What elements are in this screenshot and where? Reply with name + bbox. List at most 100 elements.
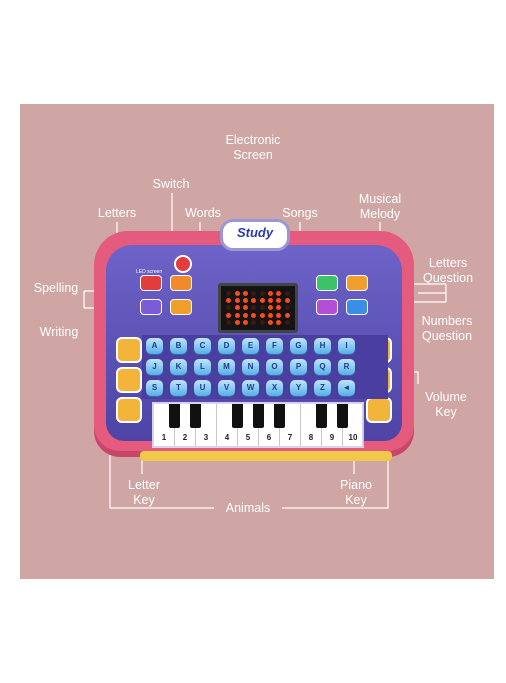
- led-dot: [226, 305, 232, 311]
- label-piano-key: Piano Key: [340, 478, 372, 507]
- label-letters: Letters: [97, 206, 137, 220]
- piano-keyboard: 1 2 3 4 5 6 7 8 9 10: [152, 402, 364, 448]
- led-screen: [218, 283, 298, 333]
- letter-key-d[interactable]: D: [218, 338, 235, 354]
- led-dot: [268, 298, 274, 304]
- led-dot: [226, 290, 232, 296]
- letter-key-l[interactable]: L: [194, 359, 211, 375]
- letter-key-t[interactable]: T: [170, 380, 187, 396]
- led-dot: [242, 298, 248, 304]
- led-dot: [259, 290, 265, 296]
- led-dot: [234, 305, 240, 311]
- brand-logo: Study: [220, 219, 290, 251]
- letter-key-s[interactable]: S: [146, 380, 163, 396]
- letter-key-x[interactable]: X: [266, 380, 283, 396]
- led-dot: [259, 298, 265, 304]
- letter-key-g[interactable]: G: [290, 338, 307, 354]
- led-dot: [226, 320, 232, 326]
- letter-key-c[interactable]: C: [194, 338, 211, 354]
- led-caption: LED screen: [136, 269, 163, 275]
- led-dot: [268, 305, 274, 311]
- label-musical-melody: Musical Melody: [358, 192, 402, 221]
- letters-question-button[interactable]: [316, 299, 338, 315]
- spelling-button[interactable]: [140, 299, 162, 315]
- piano-key-7[interactable]: 7: [280, 404, 301, 446]
- led-dot: [268, 312, 274, 318]
- piano-key-number: 3: [203, 433, 209, 442]
- words-button[interactable]: [170, 275, 192, 291]
- toy-tablet: LED screen A B C D E F G H I J K L M N O P Q R S T U V W X Y Z ◄ 1…: [94, 219, 414, 461]
- label-animals: Animals: [225, 501, 271, 515]
- piano-black-key[interactable]: [253, 404, 264, 428]
- led-dot: [251, 290, 257, 296]
- bottom-strip: [140, 451, 392, 461]
- led-dot: [242, 320, 248, 326]
- letter-key-u[interactable]: U: [194, 380, 211, 396]
- letter-key-v[interactable]: V: [218, 380, 235, 396]
- letter-key-q[interactable]: Q: [314, 359, 331, 375]
- letter-key-e[interactable]: E: [242, 338, 259, 354]
- letter-key-y[interactable]: Y: [290, 380, 307, 396]
- animal-button-6[interactable]: [366, 397, 392, 423]
- letters-button[interactable]: [140, 275, 162, 291]
- piano-key-number: 4: [224, 433, 230, 442]
- letter-key-o[interactable]: O: [266, 359, 283, 375]
- letter-keyboard: A B C D E F G H I J K L M N O P Q R S T U V W X Y Z ◄: [142, 335, 388, 399]
- led-dot: [251, 305, 257, 311]
- led-dot: [276, 305, 282, 311]
- piano-key-number: 2: [182, 433, 188, 442]
- letter-key-j[interactable]: J: [146, 359, 163, 375]
- letter-key-a[interactable]: A: [146, 338, 163, 354]
- piano-key-number: 1: [161, 433, 167, 442]
- musical-melody-button[interactable]: [346, 275, 368, 291]
- animal-button-2[interactable]: [116, 367, 142, 393]
- label-writing: Writing: [39, 325, 79, 339]
- led-dot: [276, 312, 282, 318]
- led-dot: [259, 312, 265, 318]
- letter-key-m[interactable]: M: [218, 359, 235, 375]
- letter-key-n[interactable]: N: [242, 359, 259, 375]
- piano-black-key[interactable]: [232, 404, 243, 428]
- animal-button-3[interactable]: [116, 397, 142, 423]
- label-spelling: Spelling: [33, 281, 79, 295]
- led-dot: [242, 290, 248, 296]
- piano-key-10[interactable]: 10: [343, 404, 364, 446]
- led-dot: [268, 320, 274, 326]
- led-dot: [226, 298, 232, 304]
- letter-key-k[interactable]: K: [170, 359, 187, 375]
- piano-key-number: 10: [348, 433, 358, 442]
- led-dot: [259, 320, 265, 326]
- letter-key-i[interactable]: I: [338, 338, 355, 354]
- numbers-question-button[interactable]: [346, 299, 368, 315]
- letter-key-w[interactable]: W: [242, 380, 259, 396]
- letter-key-f[interactable]: F: [266, 338, 283, 354]
- letter-key-z[interactable]: Z: [314, 380, 331, 396]
- animal-button-1[interactable]: [116, 337, 142, 363]
- piano-black-key[interactable]: [316, 404, 327, 428]
- toy-face: LED screen A B C D E F G H I J K L M N O P Q R S T U V W X Y Z ◄ 1…: [106, 245, 402, 461]
- songs-button[interactable]: [316, 275, 338, 291]
- piano-black-key[interactable]: [169, 404, 180, 428]
- piano-black-key[interactable]: [337, 404, 348, 428]
- led-dot: [226, 312, 232, 318]
- led-dot: [284, 305, 290, 311]
- power-switch-icon[interactable]: [174, 255, 192, 273]
- piano-key-3[interactable]: 3: [196, 404, 217, 446]
- letter-key-b[interactable]: B: [170, 338, 187, 354]
- writing-button[interactable]: [170, 299, 192, 315]
- label-volume-key: Volume Key: [425, 390, 467, 419]
- led-dot: [234, 320, 240, 326]
- led-dot: [251, 320, 257, 326]
- letter-key-h[interactable]: H: [314, 338, 331, 354]
- piano-black-key[interactable]: [190, 404, 201, 428]
- led-dot: [284, 290, 290, 296]
- led-dot: [284, 320, 290, 326]
- letter-key-p[interactable]: P: [290, 359, 307, 375]
- piano-black-key[interactable]: [274, 404, 285, 428]
- piano-key-number: 9: [329, 433, 335, 442]
- volume-icon[interactable]: ◄: [338, 380, 355, 396]
- letter-key-r[interactable]: R: [338, 359, 355, 375]
- led-dot: [259, 305, 265, 311]
- label-numbers-question: Numbers Question: [421, 314, 473, 343]
- label-switch: Switch: [152, 177, 190, 191]
